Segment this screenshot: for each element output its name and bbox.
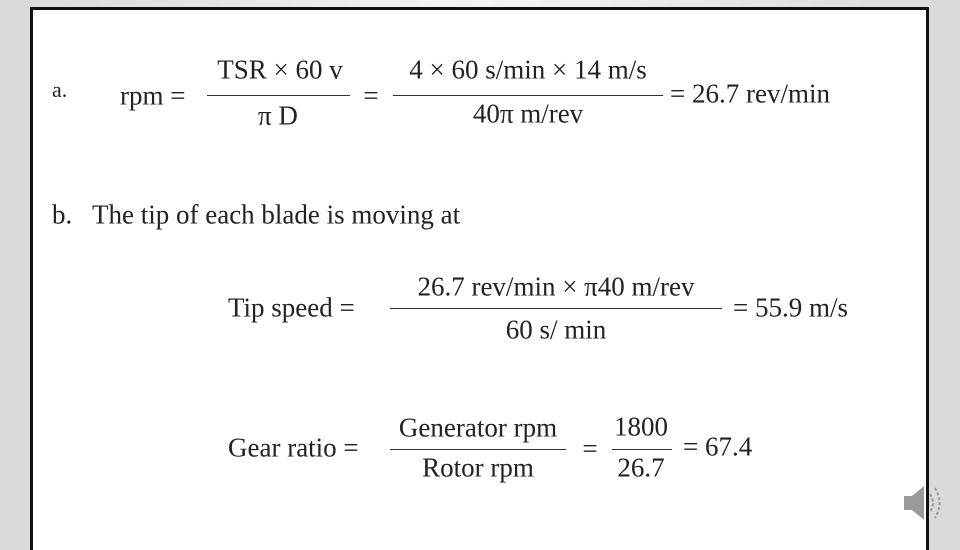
result: = 67.4 — [683, 431, 753, 462]
numerator: TSR × 60 v — [217, 54, 343, 85]
content-panel — [30, 7, 929, 550]
fraction-bar — [390, 308, 722, 309]
part-label: b. — [52, 199, 73, 230]
result: = 26.7 rev/min — [670, 78, 830, 109]
speaker-body — [904, 486, 924, 520]
equation-lhs: rpm = — [120, 80, 186, 111]
fraction-bar — [207, 95, 350, 96]
part-label: a. — [52, 77, 68, 102]
fraction-bar — [612, 449, 672, 450]
denominator: 40π m/rev — [472, 98, 584, 129]
numerator: Generator rpm — [398, 412, 558, 443]
equation-lhs: Tip speed = — [228, 292, 355, 323]
denominator: π D — [258, 100, 298, 131]
numerator: 4 × 60 s/min × 14 m/s — [409, 54, 647, 85]
result: = 55.9 m/s — [733, 292, 848, 323]
denominator: 26.7 — [617, 452, 665, 483]
part-text: The tip of each blade is moving at — [92, 199, 461, 230]
numerator: 1800 — [614, 411, 668, 442]
audio-icon[interactable] — [898, 478, 948, 528]
denominator: Rotor rpm — [422, 452, 534, 483]
sound-wave — [929, 493, 934, 513]
equals: = — [582, 433, 598, 464]
fraction-bar — [390, 449, 566, 450]
denominator: 60 s/ min — [505, 314, 607, 345]
equals: = — [363, 80, 379, 111]
equation-lhs: Gear ratio = — [228, 432, 359, 463]
fraction-bar — [393, 95, 663, 96]
sound-wave — [934, 487, 941, 519]
numerator: 26.7 rev/min × π40 m/rev — [417, 271, 695, 302]
